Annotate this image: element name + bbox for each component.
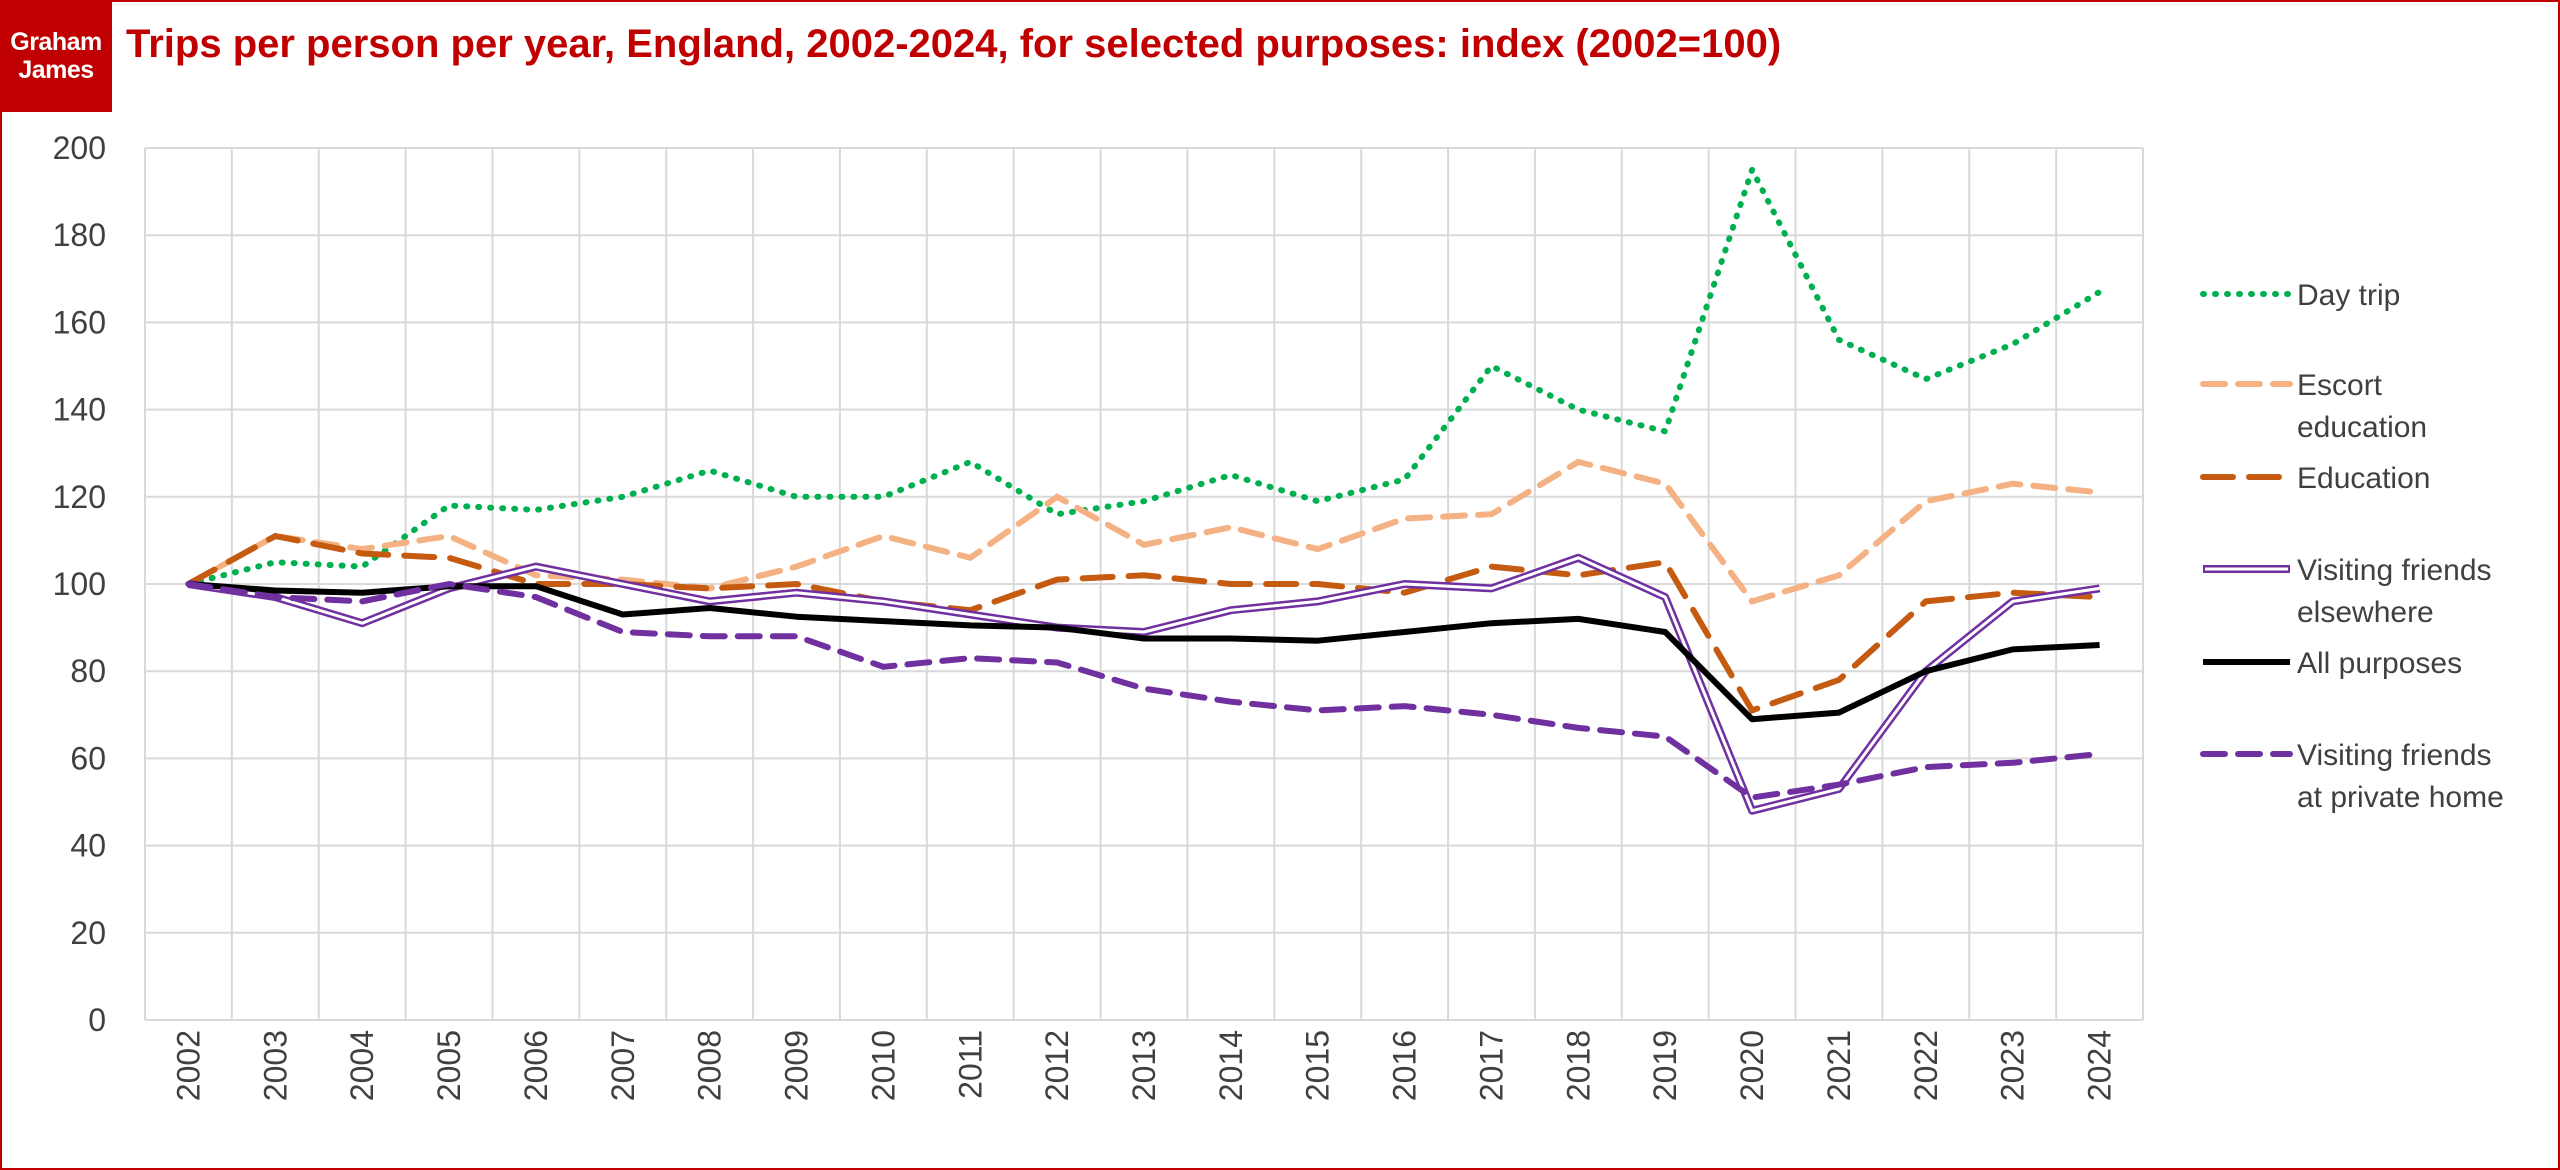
y-tick-label: 180 xyxy=(53,217,106,253)
series-line-education xyxy=(185,532,2103,715)
x-tick-label: 2003 xyxy=(257,1030,293,1101)
y-tick-label: 0 xyxy=(88,1002,106,1038)
y-tick-label: 200 xyxy=(53,130,106,166)
y-tick-label: 120 xyxy=(53,479,106,515)
legend-label-escort-education: Escort education xyxy=(2297,369,2427,444)
series-line-visiting-friends-elsewhere xyxy=(187,553,2101,815)
y-tick-label: 100 xyxy=(53,566,106,602)
y-tick-label: 160 xyxy=(53,304,106,340)
x-tick-label: 2009 xyxy=(779,1030,815,1101)
legend-label-visiting-friends-at-private-home: Visiting friends at private home xyxy=(2297,739,2504,814)
x-tick-label: 2018 xyxy=(1560,1030,1596,1101)
x-tick-label: 2021 xyxy=(1821,1030,1857,1101)
x-tick-label: 2022 xyxy=(1908,1030,1944,1101)
x-tick-label: 2010 xyxy=(865,1030,901,1101)
legend-label-education: Education xyxy=(2297,462,2430,495)
logo-line-2: James xyxy=(18,56,94,84)
x-tick-label: 2005 xyxy=(431,1030,467,1101)
x-tick-label: 2008 xyxy=(692,1030,728,1101)
legend-label-visiting-friends-elsewhere: Visiting friends elsewhere xyxy=(2297,554,2492,629)
gridlines xyxy=(144,147,2144,1021)
x-tick-label: 2020 xyxy=(1734,1030,1770,1101)
x-tick-label: 2016 xyxy=(1387,1030,1423,1101)
legend-label-day-trip: Day trip xyxy=(2297,279,2400,312)
x-tick-label: 2013 xyxy=(1126,1030,1162,1101)
x-tick-label: 2004 xyxy=(344,1030,380,1101)
logo-line-1: Graham xyxy=(10,28,102,56)
chart-title: Trips per person per year, England, 2002… xyxy=(126,22,1782,66)
series-line-day-trip xyxy=(185,162,2103,587)
plot-area xyxy=(185,162,2103,815)
x-tick-label: 2024 xyxy=(2082,1030,2118,1101)
x-axis: 2002 2003 2004 2005 2006 2007 2008 2009 2010 2011… xyxy=(170,1030,2117,1101)
x-tick-label: 2015 xyxy=(1300,1030,1336,1101)
graham-james-logo: Graham James xyxy=(0,0,112,112)
series-line-inner-visiting-friends-elsewhere xyxy=(188,556,2100,813)
x-tick-label: 2002 xyxy=(170,1030,206,1101)
series-line-all-purposes xyxy=(188,581,2100,723)
x-tick-label: 2023 xyxy=(1995,1030,2031,1101)
y-tick-label: 80 xyxy=(70,653,106,689)
y-tick-label: 140 xyxy=(53,392,106,428)
x-tick-label: 2012 xyxy=(1039,1030,1075,1101)
x-tick-label: 2011 xyxy=(952,1030,988,1099)
series-line-escort-education xyxy=(185,458,2103,605)
legend: Day trip Escort education Education Visiting… xyxy=(2200,279,2504,814)
x-tick-label: 2019 xyxy=(1647,1030,1683,1101)
legend-label-all-purposes: All purposes xyxy=(2297,647,2462,680)
y-tick-label: 40 xyxy=(70,828,106,864)
y-tick-label: 60 xyxy=(70,740,106,776)
x-tick-label: 2017 xyxy=(1473,1030,1509,1101)
y-tick-label: 20 xyxy=(70,915,106,951)
x-tick-label: 2007 xyxy=(605,1030,641,1101)
x-tick-label: 2006 xyxy=(518,1030,554,1101)
y-axis: 0 20 40 60 80 100 120 140 160 180 200 xyxy=(53,130,106,1038)
x-tick-label: 2014 xyxy=(1213,1030,1249,1101)
series-line-visiting-friends-at-private-home xyxy=(185,580,2103,801)
